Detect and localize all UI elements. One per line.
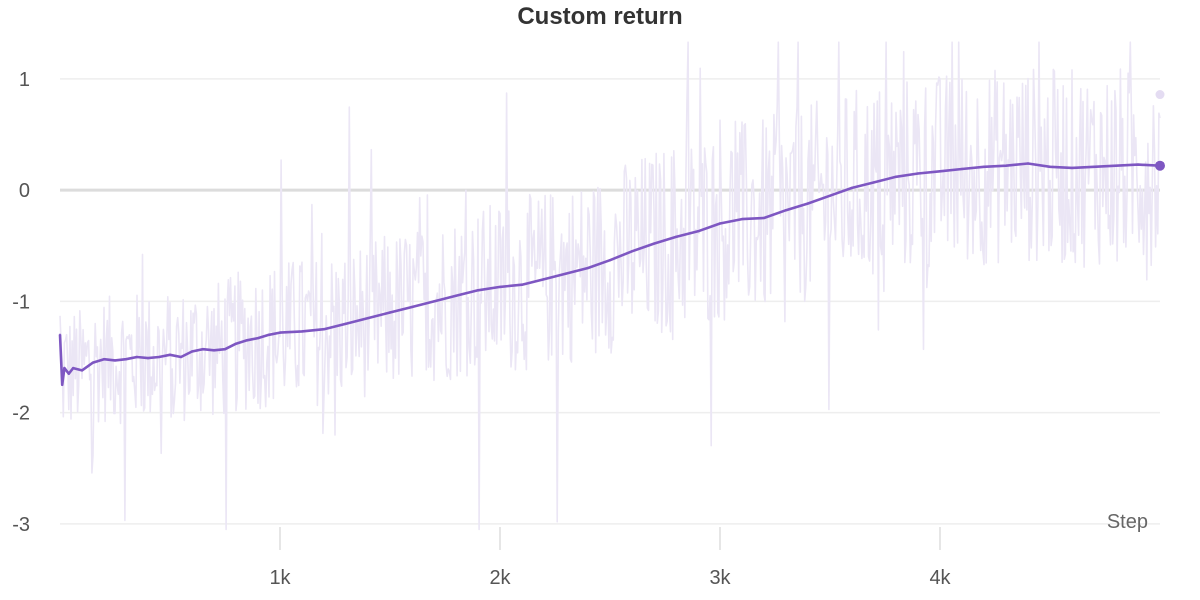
data-point xyxy=(322,328,326,331)
data-point xyxy=(806,202,810,205)
data-point xyxy=(696,230,700,233)
data-point xyxy=(344,322,348,325)
data-point xyxy=(872,181,876,184)
data-point xyxy=(63,366,66,370)
data-point xyxy=(256,336,260,340)
data-point xyxy=(674,235,678,239)
data-point xyxy=(784,209,788,212)
data-point xyxy=(432,300,436,303)
data-point xyxy=(586,266,590,270)
y-axis-ticks: 1 0 -1 -2 -3 xyxy=(12,69,30,536)
data-point xyxy=(498,285,502,289)
data-point xyxy=(102,358,106,361)
data-point xyxy=(245,339,249,342)
data-point xyxy=(267,333,271,336)
data-point xyxy=(1114,164,1118,167)
data-point xyxy=(278,331,282,334)
smoothed-series-layer xyxy=(58,160,1165,387)
data-point xyxy=(388,311,392,314)
y-tick-label: -2 xyxy=(12,403,30,425)
data-point xyxy=(1092,165,1096,168)
chart-title: Custom return xyxy=(517,3,682,30)
data-point xyxy=(520,283,524,286)
x-tick-label: 4k xyxy=(929,567,951,589)
y-tick-label: -3 xyxy=(12,514,30,536)
data-point xyxy=(91,361,95,364)
data-point xyxy=(135,355,139,359)
data-point xyxy=(1136,163,1140,166)
data-point xyxy=(72,366,75,370)
data-point xyxy=(938,170,942,173)
raw-series-end-point xyxy=(1155,90,1165,100)
data-point xyxy=(234,342,238,345)
data-point xyxy=(366,316,370,320)
raw-series-layer xyxy=(59,41,1165,531)
data-point xyxy=(300,330,304,333)
data-point xyxy=(61,383,64,386)
data-point xyxy=(652,242,656,245)
data-point xyxy=(190,350,194,353)
data-point xyxy=(740,217,744,221)
data-point xyxy=(1070,166,1074,170)
x-axis-ticks: 1k 2k 3k 4k xyxy=(269,527,952,589)
data-point xyxy=(212,349,216,352)
x-tick-label: 2k xyxy=(489,567,511,589)
data-point xyxy=(67,372,71,375)
y-tick-label: 1 xyxy=(19,69,30,91)
data-point xyxy=(542,278,546,281)
data-point xyxy=(157,355,161,359)
data-point xyxy=(850,186,854,190)
data-point xyxy=(894,175,898,178)
data-point xyxy=(630,250,634,253)
data-point xyxy=(113,359,117,362)
x-tick-label: 3k xyxy=(709,567,731,589)
x-tick-label: 1k xyxy=(269,567,291,589)
data-point xyxy=(146,356,150,360)
data-point xyxy=(223,348,227,351)
smoothed-series-end-point xyxy=(1155,160,1165,171)
data-point xyxy=(1004,164,1008,167)
data-point xyxy=(982,165,986,168)
data-point xyxy=(454,294,458,297)
data-point xyxy=(476,289,480,292)
data-point xyxy=(608,259,612,262)
data-point xyxy=(168,353,172,356)
data-point xyxy=(124,358,128,361)
data-point xyxy=(564,272,568,275)
data-point xyxy=(201,348,205,351)
data-point xyxy=(1026,162,1030,165)
x-axis-label: Step xyxy=(1107,511,1148,533)
data-point xyxy=(80,369,84,372)
data-point xyxy=(762,216,766,220)
data-point xyxy=(960,167,964,171)
data-point xyxy=(410,305,414,309)
data-point xyxy=(179,355,183,359)
data-point xyxy=(828,194,832,197)
raw-series-line xyxy=(59,41,1161,531)
data-point xyxy=(718,222,722,225)
y-tick-label: 0 xyxy=(19,180,30,202)
data-point xyxy=(58,333,62,336)
smoothed-series-line xyxy=(58,162,1161,387)
data-point xyxy=(1048,165,1052,168)
data-point xyxy=(916,172,920,175)
y-tick-label: -1 xyxy=(12,291,30,313)
